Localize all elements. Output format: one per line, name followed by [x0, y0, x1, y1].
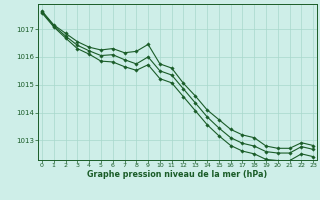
X-axis label: Graphe pression niveau de la mer (hPa): Graphe pression niveau de la mer (hPa): [87, 170, 268, 179]
